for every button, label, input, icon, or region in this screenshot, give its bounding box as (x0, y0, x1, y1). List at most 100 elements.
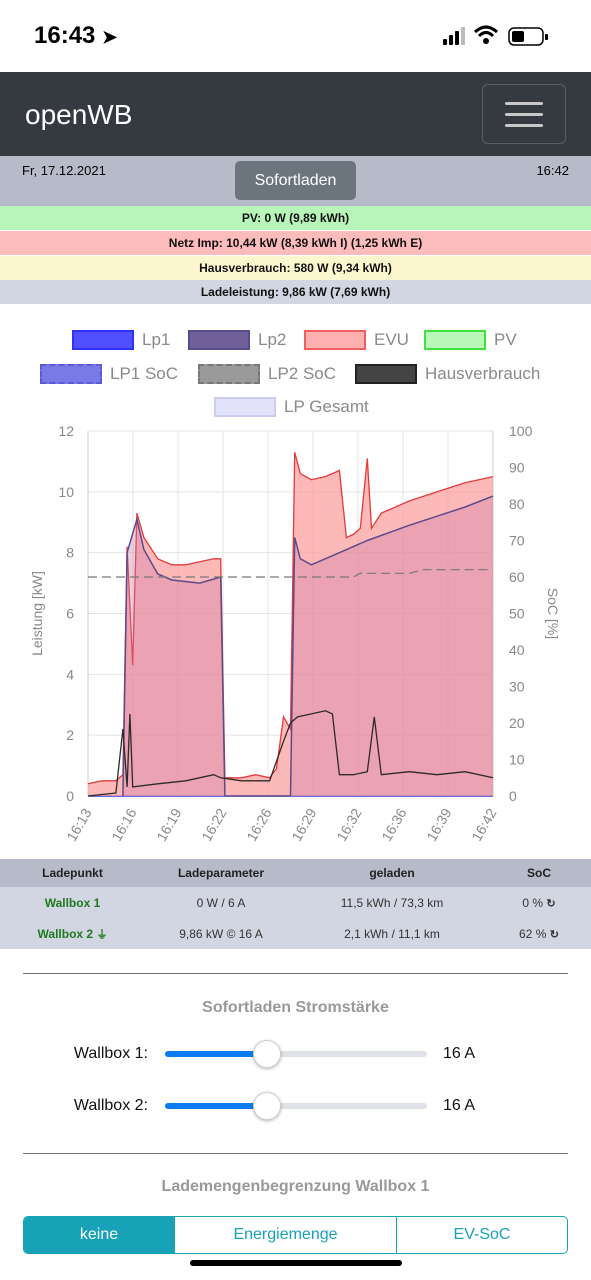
y2-tick-label: 30 (509, 679, 525, 695)
hamburger-icon-bar (505, 124, 543, 127)
wallbox-2-params: 9,86 kW © 16 A (179, 926, 263, 941)
menu-toggle-button[interactable] (482, 84, 566, 144)
y2-tick-label: 60 (509, 569, 525, 585)
y2-tick-label: 80 (509, 496, 525, 512)
y-tick-label: 8 (66, 545, 74, 561)
current-slider-wallbox-2[interactable] (165, 1092, 427, 1120)
y-axis-title: Leistung [kW] (29, 571, 45, 656)
table-header: Ladepunkt (42, 866, 103, 880)
table-row: Wallbox 1 0 W / 6 A 11,5 kWh / 73,3 km 0… (0, 887, 591, 918)
limit-section-title: Lademengenbegrenzung Wallbox 1 (161, 1178, 430, 1195)
y-tick-label: 4 (66, 666, 74, 682)
house-summary: Hausverbrauch: 580 W (9,34 kWh) (0, 256, 591, 280)
y2-tick-label: 20 (509, 715, 525, 731)
x-tick-label: 16:39 (423, 805, 454, 844)
current-slider-wallbox-1[interactable] (165, 1040, 427, 1068)
y2-axis-title: SoC [%] (545, 588, 561, 639)
date-mode-bar: Fr, 17.12.2021 Sofortladen 16:42 (0, 156, 591, 206)
pv-summary: PV: 0 W (9,89 kWh) (0, 206, 591, 230)
brand-logo-text[interactable]: openWB (25, 99, 133, 130)
legend-item-lp2-soc[interactable]: LP2 SoC (198, 364, 336, 384)
slider-fill (165, 1103, 268, 1109)
y2-tick-label: 50 (509, 606, 525, 622)
table-header-row: Ladepunkt Ladeparameter geladen SoC (0, 859, 591, 887)
table-row: Wallbox 2 ⏚ 9,86 kW © 16 A 2,1 kWh / 11,… (0, 918, 591, 949)
plug-charging-icon: ⏚ (96, 928, 108, 941)
y2-tick-label: 10 (509, 752, 525, 768)
slider-thumb[interactable] (253, 1092, 282, 1120)
charge-summary: Ladeleistung: 9,86 kW (7,69 kWh) (0, 280, 591, 304)
grid-summary: Netz Imp: 10,44 kW (8,39 kWh I) (1,25 kW… (0, 231, 591, 255)
battery-icon (508, 27, 548, 46)
lp-gesamt-series-area (122, 496, 494, 796)
divider (23, 1153, 568, 1154)
location-arrow-icon: ➤ (102, 27, 118, 47)
wallbox-2-charged: 2,1 kWh / 11,1 km (344, 926, 440, 941)
divider (23, 973, 568, 974)
current-time: 16:42 (536, 163, 569, 178)
wallbox-2-name[interactable]: Wallbox 2 ⏚ (37, 926, 108, 941)
charge-point-table: Ladepunkt Ladeparameter geladen SoC Wall… (0, 859, 591, 949)
table-header: SoC (527, 866, 551, 880)
evu-series-area (88, 452, 493, 796)
wallbox-2-soc: 62 % ↻ (519, 926, 559, 941)
legend-item-lp1[interactable]: Lp1 (72, 330, 170, 350)
current-date: Fr, 17.12.2021 (22, 163, 106, 178)
legend-item-lp2[interactable]: Lp2 (188, 330, 286, 350)
slider-fill (165, 1051, 268, 1057)
x-tick-label: 16:32 (333, 805, 364, 844)
x-tick-label: 16:36 (378, 805, 409, 844)
legend-item-evu[interactable]: EVU (304, 330, 409, 350)
limit-option-keine[interactable]: keine (24, 1217, 175, 1253)
wallbox-1-name[interactable]: Wallbox 1 (44, 895, 101, 910)
x-tick-label: 16:13 (63, 805, 94, 844)
legend-item-pv[interactable]: PV (424, 330, 517, 350)
wallbox-1-soc: 0 % ↻ (522, 895, 556, 910)
lp2-soc-series-line (88, 569, 493, 578)
current-section-title: Sofortladen Stromstärke (202, 999, 389, 1016)
x-tick-label: 16:42 (468, 805, 499, 844)
table-header: Ladeparameter (177, 866, 265, 880)
limit-option-energiemenge[interactable]: Energiemenge (175, 1217, 397, 1253)
slider-value-wallbox-2: 16 A (443, 1097, 476, 1114)
hamburger-icon-bar (505, 113, 543, 116)
wallbox-1-charged: 11,5 kWh / 73,3 km (340, 895, 444, 910)
x-tick-label: 16:19 (153, 805, 184, 844)
y2-tick-label: 0 (509, 788, 517, 804)
navbar: openWB (0, 72, 591, 156)
legend-item-lp-gesamt[interactable]: LP Gesamt (214, 397, 369, 417)
x-tick-label: 16:22 (198, 805, 229, 844)
limit-option-ev-soc[interactable]: EV-SoC (453, 1226, 511, 1243)
status-time: 16:43 ➤ (34, 22, 118, 49)
wifi-icon (473, 25, 499, 44)
y2-tick-label: 40 (509, 642, 525, 658)
status-icons (443, 24, 563, 53)
refresh-icon[interactable]: ↻ (546, 897, 556, 910)
status-bar: 16:43 ➤ (0, 0, 591, 72)
home-indicator (190, 1260, 402, 1266)
table-header: geladen (369, 866, 415, 880)
legend-item-hausverbrauch[interactable]: Hausverbrauch (355, 364, 540, 384)
y2-tick-label: 100 (509, 423, 533, 439)
power-chart: 16:13 16:16 16:19 16:22 16:26 16:29 16:32 16:36… (0, 420, 591, 860)
y-tick-label: 6 (66, 606, 74, 622)
y-tick-label: 12 (58, 423, 74, 439)
x-tick-label: 16:26 (243, 805, 274, 844)
y2-tick-label: 70 (509, 533, 525, 549)
y-tick-label: 10 (58, 484, 74, 500)
y-tick-label: 0 (66, 788, 74, 804)
x-tick-label: 16:29 (288, 805, 319, 844)
wallbox-1-params: 0 W / 6 A (196, 895, 246, 910)
evu-series-line (87, 452, 494, 785)
x-tick-label: 16:16 (108, 805, 139, 844)
cellular-signal-icon (443, 27, 465, 45)
lp2-series-line (122, 495, 494, 797)
y-tick-label: 2 (66, 727, 74, 743)
refresh-icon[interactable]: ↻ (549, 928, 559, 941)
slider-label-wallbox-1: Wallbox 1: (73, 1045, 148, 1062)
slider-label-wallbox-2: Wallbox 2: (73, 1097, 148, 1114)
legend-item-lp1-soc[interactable]: LP1 SoC (40, 364, 178, 384)
slider-thumb[interactable] (253, 1040, 282, 1068)
charge-mode-button[interactable]: Sofortladen (235, 161, 356, 200)
hausverbrauch-series-line (87, 710, 494, 797)
